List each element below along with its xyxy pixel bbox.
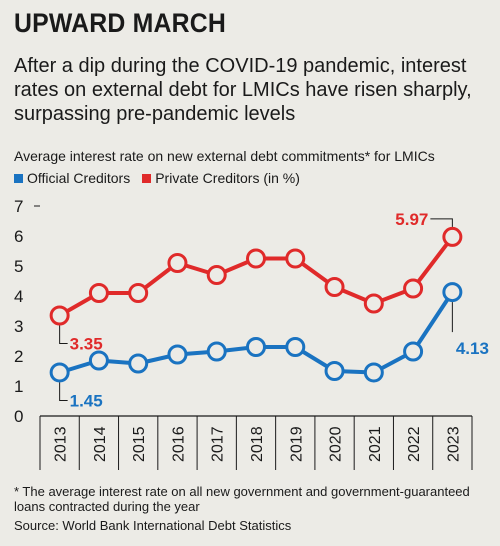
subtitle: After a dip during the COVID-19 pandemic… xyxy=(14,55,472,125)
y-tick-label: 6 xyxy=(14,227,23,246)
point-private xyxy=(49,305,70,326)
legend-swatch-private xyxy=(142,173,152,183)
x-tick-label: 2021 xyxy=(367,426,384,462)
x-tick-label: 2020 xyxy=(328,426,345,462)
page-title: UPWARD MARCH xyxy=(14,8,226,38)
y-tick-label: 5 xyxy=(14,257,23,276)
point-official xyxy=(324,361,345,381)
y-tick-label: 4 xyxy=(14,287,23,306)
point-official xyxy=(285,337,306,357)
point-official xyxy=(167,344,188,365)
legend: Official Creditors Private Creditors (in… xyxy=(14,170,312,186)
point-private xyxy=(324,277,345,297)
point-official xyxy=(246,337,266,357)
chart-description: Average interest rate on new external de… xyxy=(14,148,435,164)
point-private xyxy=(88,283,109,303)
point-official xyxy=(88,350,109,371)
point-private xyxy=(206,265,227,285)
point-official xyxy=(49,362,70,383)
legend-swatch-official xyxy=(14,173,23,183)
legend-item-official: Official Creditors xyxy=(14,170,130,186)
x-tick-label: 2022 xyxy=(406,426,423,462)
point-private xyxy=(128,283,149,303)
point-private xyxy=(285,248,306,269)
point-official xyxy=(206,341,227,362)
footnote: * The average interest rate on all new g… xyxy=(14,484,470,514)
x-tick-label: 2013 xyxy=(53,426,70,462)
data-label: 3.35 xyxy=(70,335,103,354)
annotation-leader xyxy=(59,382,68,401)
legend-label-official: Official Creditors xyxy=(27,170,131,186)
x-tick-label: 2015 xyxy=(131,426,148,462)
point-official xyxy=(363,362,384,383)
legend-label-private: Private Creditors (in %) xyxy=(155,170,300,186)
y-tick-label: 1 xyxy=(14,377,23,396)
point-official xyxy=(403,341,424,362)
point-private xyxy=(167,253,188,273)
point-private xyxy=(403,278,424,299)
series-line-official xyxy=(59,290,455,375)
point-official xyxy=(128,353,149,374)
data-label: 4.13 xyxy=(456,339,489,358)
x-tick-label: 2018 xyxy=(249,426,266,462)
data-label: 5.97 xyxy=(395,210,428,229)
x-tick-label: 2023 xyxy=(445,426,462,462)
x-tick-label: 2014 xyxy=(92,426,109,462)
y-tick-label: 3 xyxy=(14,317,23,336)
y-tick-label: 7 xyxy=(14,197,23,216)
legend-item-private: Private Creditors (in %) xyxy=(142,170,300,186)
y-tick-label: 0 xyxy=(14,407,23,426)
x-tick-label: 2016 xyxy=(170,426,187,462)
source-note: Source: World Bank International Debt St… xyxy=(14,518,292,533)
point-official xyxy=(442,282,463,303)
x-tick-label: 2019 xyxy=(288,426,305,462)
annotation-leader xyxy=(430,218,453,227)
point-private xyxy=(246,248,266,269)
x-tick-label: 2017 xyxy=(210,426,227,462)
annotation-leader xyxy=(59,325,68,344)
y-tick-label: 2 xyxy=(14,347,23,366)
point-private xyxy=(442,226,463,247)
point-private xyxy=(363,293,384,314)
data-label: 1.45 xyxy=(70,392,103,411)
